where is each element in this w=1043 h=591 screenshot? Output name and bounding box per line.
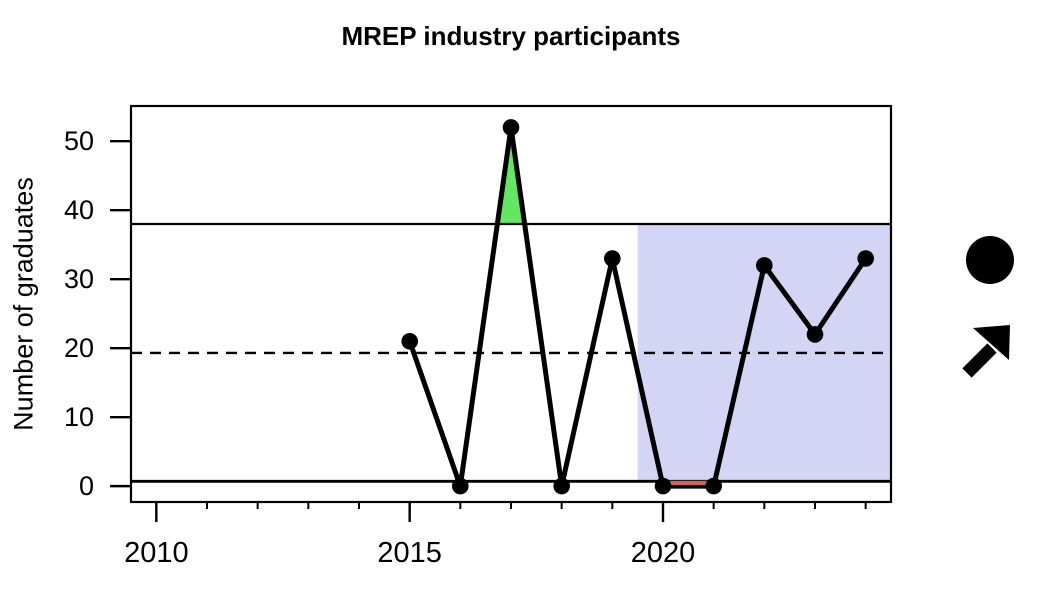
y-tick-label: 30 xyxy=(64,264,94,294)
status-dot-shape xyxy=(966,236,1014,284)
x-tick-label: 2020 xyxy=(631,537,696,569)
data-point xyxy=(452,477,469,495)
y-tick-label: 40 xyxy=(64,195,94,225)
status-dot-icon xyxy=(966,236,1014,284)
y-tick-label: 10 xyxy=(64,402,94,432)
x-tick-label: 2015 xyxy=(377,537,442,569)
chart-title: MREP industry participants xyxy=(341,21,681,51)
data-point xyxy=(857,250,874,267)
data-line xyxy=(407,127,868,489)
data-point xyxy=(553,477,570,495)
data-point xyxy=(401,333,419,350)
data-point xyxy=(604,250,621,267)
data-point xyxy=(502,119,520,136)
data-point xyxy=(756,257,773,274)
trend-arrow-shaft xyxy=(962,343,997,378)
above-upper-fill xyxy=(497,127,525,224)
y-tick-label: 50 xyxy=(64,126,94,156)
trend-arrow-icon xyxy=(962,325,1010,378)
data-point xyxy=(654,477,672,495)
y-tick-label: 0 xyxy=(79,471,94,501)
trend-arrow-head xyxy=(973,325,1010,360)
data-point xyxy=(705,477,722,495)
x-tick-label: 2010 xyxy=(124,537,189,569)
data-point xyxy=(806,326,824,343)
y-tick-label: 20 xyxy=(64,333,94,363)
